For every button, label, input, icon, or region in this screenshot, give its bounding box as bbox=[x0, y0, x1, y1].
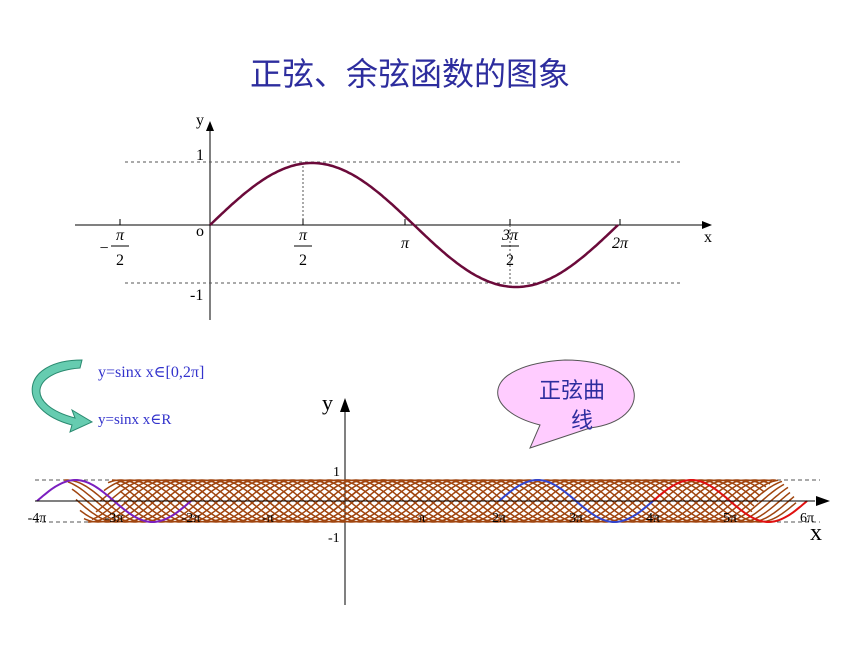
bottom-graph: y x 1 -1 -4π -3π -2π -π π 2π 3π 4π 5π 6π bbox=[28, 390, 830, 605]
tick-label: π bbox=[418, 511, 425, 526]
x-arrow bbox=[816, 496, 830, 506]
x-arrow bbox=[702, 221, 712, 229]
tick-one: 1 bbox=[333, 465, 340, 480]
cycle-arrow bbox=[31, 359, 94, 433]
title: 正弦、余弦函数的图象 bbox=[250, 55, 570, 93]
tick-one: 1 bbox=[196, 147, 204, 164]
x-label: x bbox=[810, 520, 822, 546]
callout-bubble bbox=[497, 359, 635, 449]
sine-copy bbox=[79, 479, 785, 523]
tick-label: 2π bbox=[492, 511, 506, 526]
sine-copy bbox=[111, 479, 761, 523]
sine-curve bbox=[209, 161, 619, 289]
tick-den: 2 bbox=[116, 252, 124, 269]
sine-copy bbox=[91, 479, 777, 523]
callout-text: 线 bbox=[571, 409, 593, 434]
tick-num: π bbox=[116, 227, 125, 244]
legend-line: y=sinx x∈R bbox=[98, 412, 171, 428]
x-label: x bbox=[704, 229, 712, 246]
y-label: y bbox=[196, 112, 204, 129]
tick-label: π bbox=[401, 235, 410, 252]
tick-label: 4π bbox=[646, 511, 660, 526]
tick-label: -π bbox=[262, 511, 274, 526]
tick-label: 5π bbox=[723, 511, 737, 526]
tick-label: -2π bbox=[182, 511, 201, 526]
sine-copy bbox=[119, 479, 755, 523]
sine-copy bbox=[123, 479, 753, 523]
sine-copy bbox=[75, 479, 789, 523]
y-arrow bbox=[206, 121, 214, 131]
tick-label: 2π bbox=[612, 235, 629, 252]
tick-den: 2 bbox=[506, 252, 514, 269]
tick-label: 3π bbox=[569, 511, 583, 526]
tick-num: 3π bbox=[501, 227, 519, 244]
tick-sign: − bbox=[99, 240, 108, 257]
tick-label: 6π bbox=[800, 511, 814, 526]
sine-copy bbox=[115, 479, 759, 523]
tick-minus-one: -1 bbox=[190, 287, 203, 304]
tick-label: -4π bbox=[28, 511, 47, 526]
tick-num: π bbox=[299, 227, 308, 244]
callout-text: 正弦曲 bbox=[539, 379, 605, 404]
tick-den: 2 bbox=[299, 252, 307, 269]
origin: o bbox=[196, 223, 204, 240]
legend-line: y=sinx x∈[0,2π] bbox=[98, 364, 204, 381]
tick-minus-one: -1 bbox=[328, 531, 340, 546]
y-arrow bbox=[340, 398, 350, 412]
y-label: y bbox=[322, 390, 333, 415]
tick-label: -3π bbox=[105, 511, 124, 526]
